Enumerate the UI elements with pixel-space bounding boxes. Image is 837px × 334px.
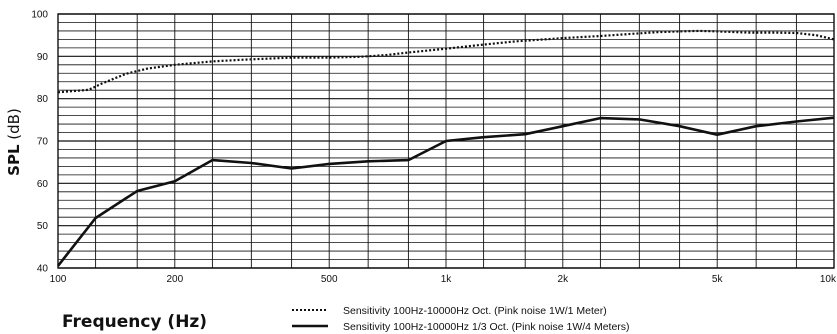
x-tick-label: 500 xyxy=(321,274,338,285)
y-axis-label-unit: (dB) xyxy=(5,108,23,140)
y-tick-label: 40 xyxy=(37,264,49,275)
series-line-solid xyxy=(56,116,835,267)
y-tick-label: 90 xyxy=(37,52,49,63)
y-tick-label: 80 xyxy=(37,94,49,105)
series-layer xyxy=(56,29,835,267)
y-tick-label: 60 xyxy=(37,179,49,190)
x-tick-label: 1k xyxy=(441,274,453,285)
x-tick-label: 10k xyxy=(820,274,837,285)
x-tick-label: 100 xyxy=(50,274,67,285)
y-tick-label: 70 xyxy=(37,137,49,148)
y-tick-label: 50 xyxy=(37,221,49,232)
plot-frame xyxy=(57,13,835,269)
x-axis-label: Frequency (Hz) xyxy=(62,312,207,332)
y-axis-ticks: 40 50 60 70 80 90 100 xyxy=(31,10,48,275)
legend-label-dotted: Sensitivity 100Hz-10000Hz Oct. (Pink noi… xyxy=(343,305,607,317)
y-tick-label: 100 xyxy=(31,10,48,21)
series-line-dotted xyxy=(57,29,835,94)
x-axis-ticks: 100 200 500 1k 2k 5k 10k xyxy=(50,274,837,285)
legend-label-solid: Sensitivity 100Hz-10000Hz 1/3 Oct. (Pink… xyxy=(343,321,630,333)
y-axis-label-bold: SPL xyxy=(5,144,23,176)
x-tick-label: 5k xyxy=(712,274,724,285)
x-tick-label: 200 xyxy=(166,274,183,285)
x-tick-label: 2k xyxy=(558,274,570,285)
y-axis-label: SPL (dB) xyxy=(5,108,23,176)
legend: Sensitivity 100Hz-10000Hz Oct. (Pink noi… xyxy=(292,305,630,333)
